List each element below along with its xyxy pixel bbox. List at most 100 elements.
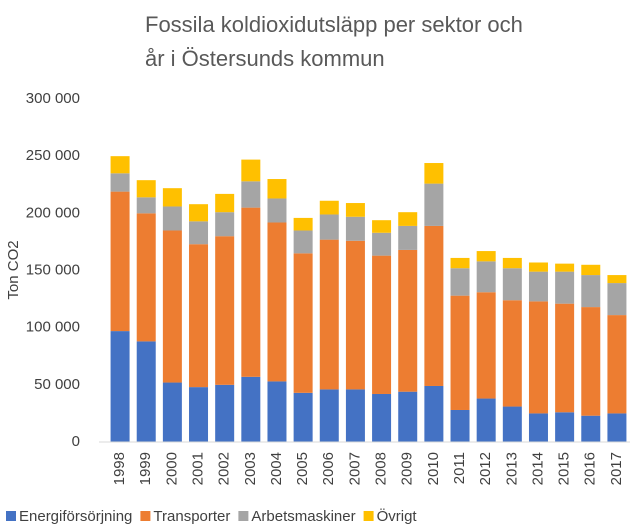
bar-segment	[136, 213, 156, 342]
y-tick-label: 0	[72, 433, 80, 450]
bar-segment	[189, 221, 209, 245]
bar-segment	[372, 232, 392, 256]
bar-segment	[293, 253, 313, 393]
bar-segment	[293, 230, 313, 254]
y-tick-label: 150 000	[26, 261, 80, 278]
x-tick-label: 2003	[242, 452, 259, 485]
bar-segment	[581, 307, 601, 416]
bar-segment	[581, 264, 601, 276]
bar-segment	[345, 389, 365, 442]
bar-segment	[136, 341, 156, 442]
bar-segment	[424, 385, 444, 442]
bar-segment	[241, 181, 261, 208]
bar-segment	[189, 244, 209, 388]
bar-segment	[345, 203, 365, 217]
bar-segment	[476, 251, 496, 262]
bar-segment	[293, 392, 313, 442]
x-tick-label: 2010	[425, 452, 442, 485]
bar-segment	[241, 376, 261, 442]
bar-segment	[110, 331, 130, 442]
chart-title: Fossila koldioxidutsläpp per sektor och …	[145, 12, 523, 71]
bar-segment	[476, 398, 496, 442]
legend-swatch	[238, 511, 249, 521]
x-tick-label: 2007	[346, 452, 363, 485]
bar-segment	[215, 384, 235, 442]
bar-segment	[607, 413, 627, 442]
bar-segment	[215, 236, 235, 385]
bar-segment	[110, 191, 130, 332]
bar-segment	[398, 212, 418, 226]
bar-segment	[528, 262, 548, 272]
bar-segment	[450, 268, 470, 296]
bar-segment	[555, 271, 575, 304]
bar-segment	[502, 257, 522, 269]
legend-label: Arbetsmaskiner	[251, 508, 355, 525]
bar-segment	[241, 207, 261, 377]
x-tick-label: 2000	[163, 452, 180, 485]
y-axis-label: Ton CO2	[5, 240, 22, 299]
bar-segment	[528, 271, 548, 302]
x-tick-label: 2016	[582, 452, 599, 485]
legend-label: Transporter	[153, 508, 230, 525]
bar-segment	[372, 220, 392, 233]
bar-segment	[319, 389, 339, 442]
bar-segment	[267, 179, 287, 199]
legend-label: Övrigt	[377, 507, 418, 525]
x-tick-label: 2001	[189, 452, 206, 485]
x-tick-label: 2004	[268, 452, 285, 485]
bar-segment	[424, 183, 444, 226]
bar-segment	[372, 393, 392, 442]
bar-segment	[267, 381, 287, 442]
bar-segment	[215, 193, 235, 213]
bar-segment	[267, 222, 287, 382]
bar-segment	[424, 163, 444, 184]
bar-segment	[162, 188, 182, 207]
bar-segment	[398, 225, 418, 250]
legend-swatch	[363, 511, 374, 521]
y-tick-label: 300 000	[26, 90, 80, 107]
bar-segment	[319, 239, 339, 390]
bar-segment	[162, 230, 182, 383]
bar-segment	[424, 225, 444, 386]
bar-segment	[555, 263, 575, 272]
bar-segment	[502, 406, 522, 442]
y-tick-label: 50 000	[34, 376, 80, 393]
x-tick-label: 2008	[373, 452, 390, 485]
bar-segment	[502, 268, 522, 301]
bar-segment	[581, 275, 601, 308]
bar-segment	[528, 413, 548, 442]
bar-segment	[581, 415, 601, 442]
x-tick-label: 1998	[111, 452, 128, 485]
bar-segment	[398, 391, 418, 442]
bar-segment	[476, 261, 496, 293]
y-tick-label: 200 000	[26, 204, 80, 221]
bar-segment	[110, 173, 130, 192]
bar-segment	[398, 249, 418, 392]
bar-segment	[502, 300, 522, 407]
bar-segment	[528, 301, 548, 414]
bar-segment	[450, 295, 470, 410]
y-tick-label: 250 000	[26, 147, 80, 164]
x-tick-label: 2015	[556, 452, 573, 485]
legend-swatch	[140, 511, 151, 521]
bar-segment	[345, 216, 365, 241]
x-tick-label: 1999	[137, 452, 154, 485]
x-tick-label: 2002	[216, 452, 233, 485]
legend-label: Energiförsörjning	[19, 508, 132, 525]
bar-segment	[607, 283, 627, 316]
bar-segment	[215, 212, 235, 237]
bar-segment	[267, 198, 287, 223]
legend-swatch	[6, 511, 16, 521]
bar-segment	[450, 257, 470, 269]
bar-segment	[607, 275, 627, 284]
bar-segment	[189, 204, 209, 222]
x-tick-label: 2012	[477, 452, 494, 485]
bar-segment	[293, 217, 313, 231]
bar-segment	[476, 292, 496, 399]
x-tick-label: 2011	[451, 452, 468, 484]
x-tick-label: 2014	[529, 452, 546, 485]
y-tick-label: 100 000	[26, 319, 80, 336]
bar-segment	[319, 214, 339, 240]
